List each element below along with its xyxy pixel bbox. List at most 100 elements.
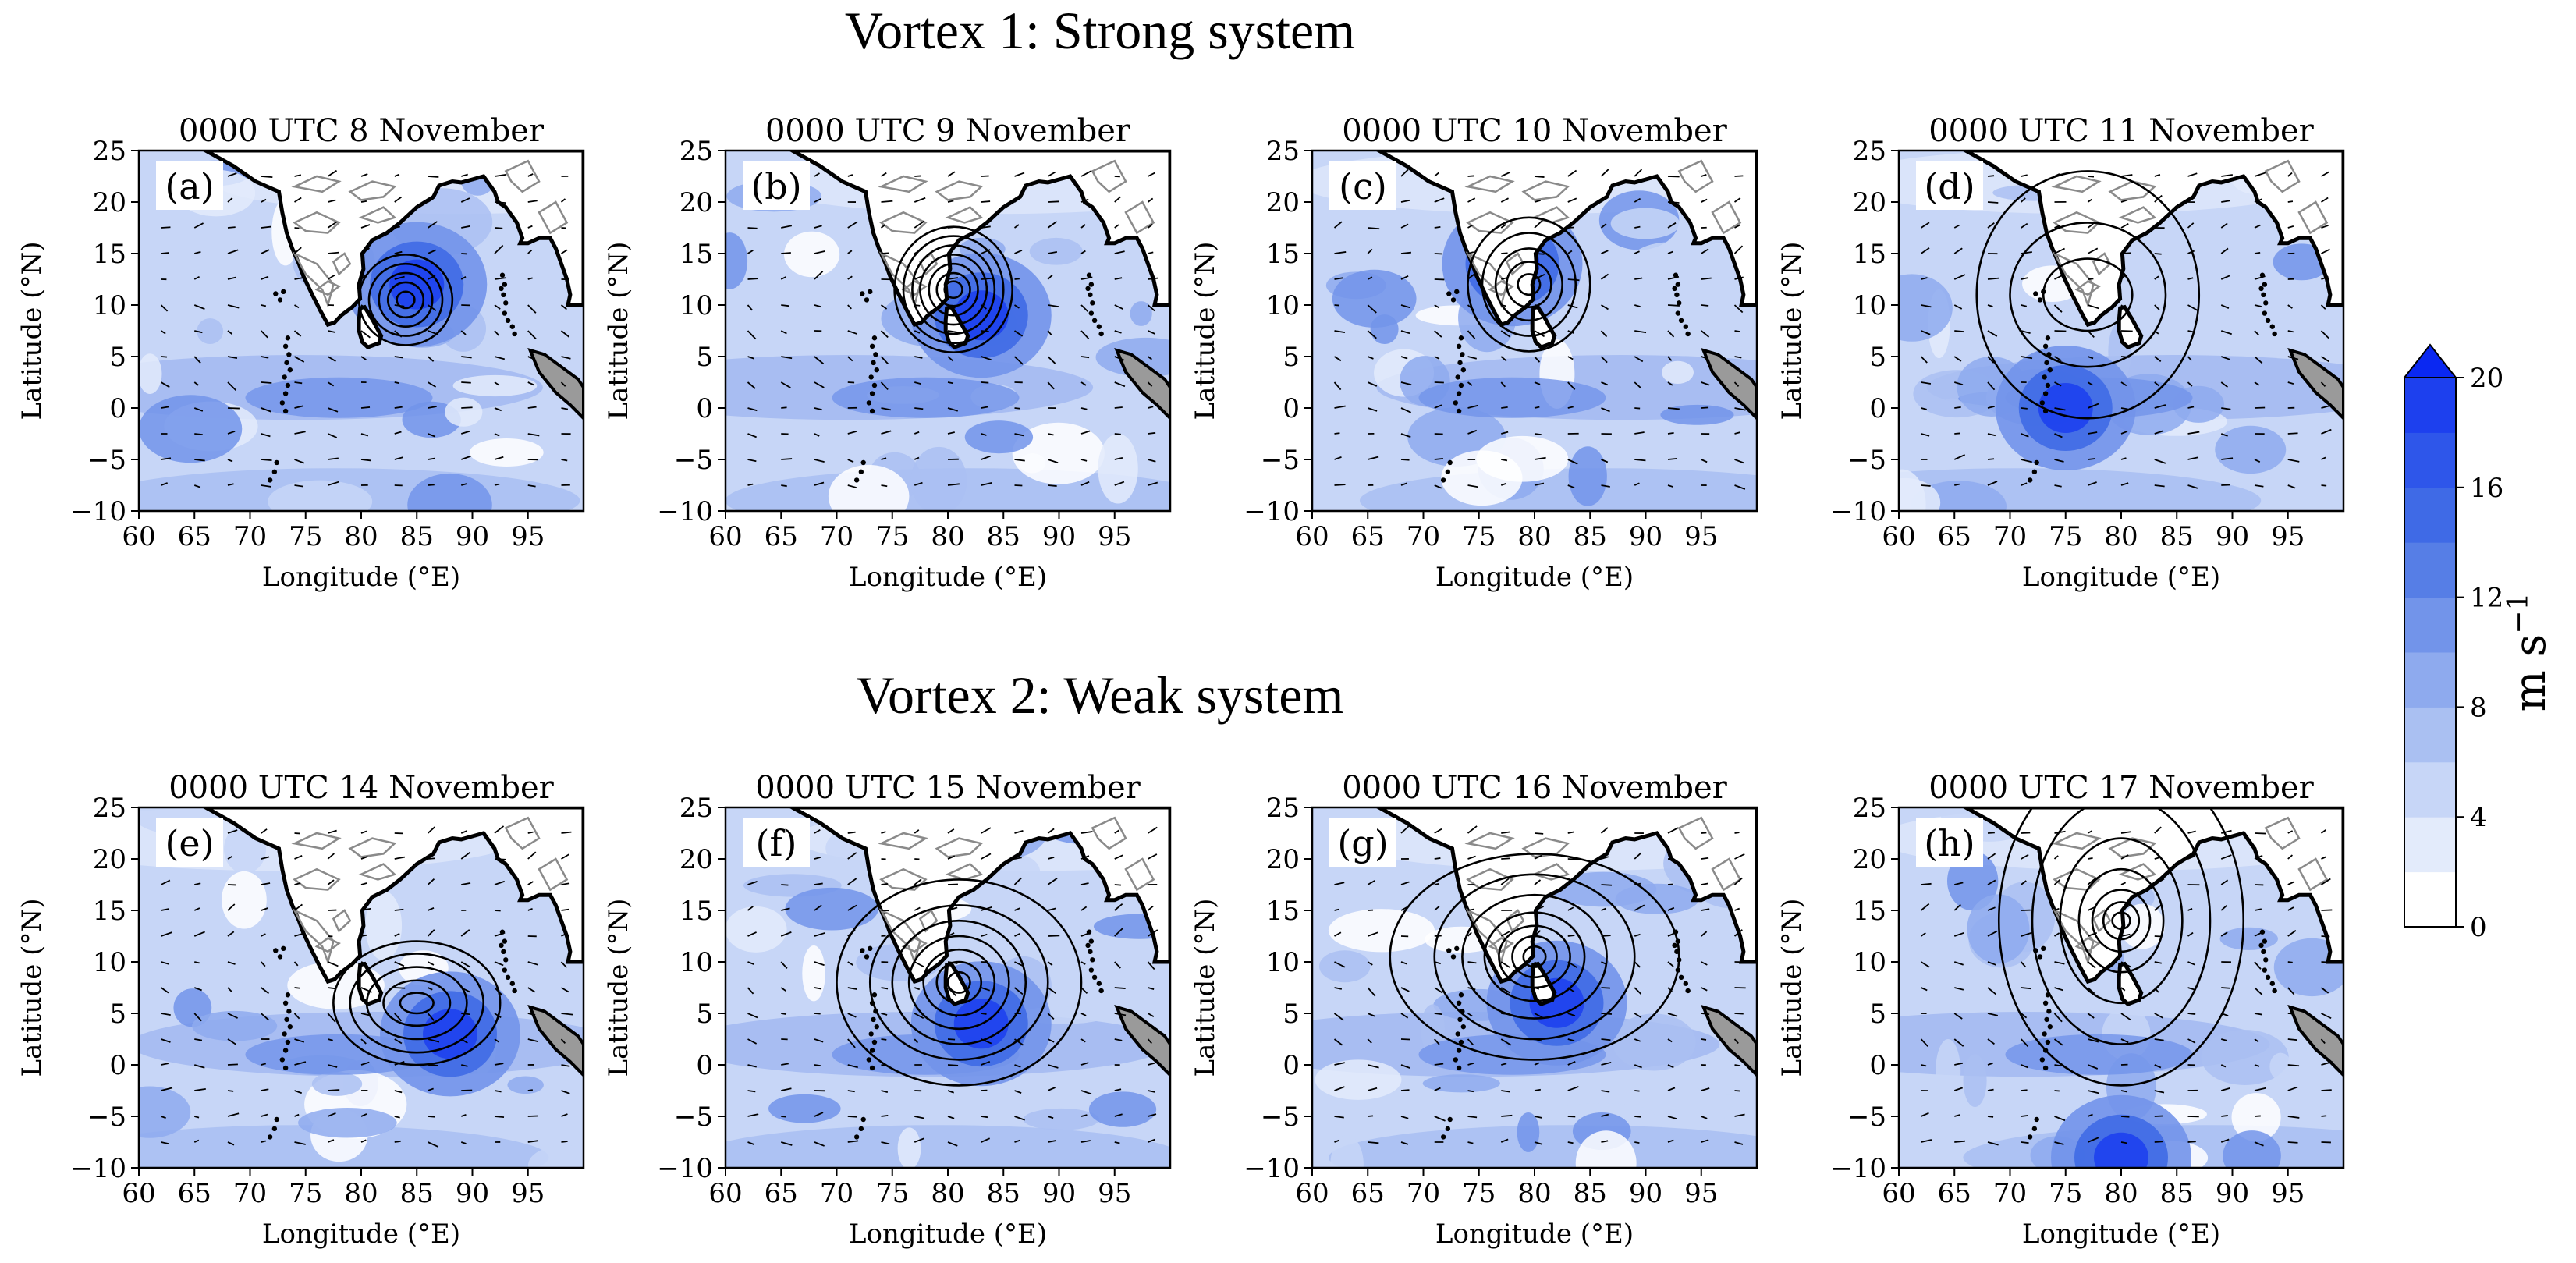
wind-vector xyxy=(1334,330,1346,334)
x-tick-label: 90 xyxy=(1042,1178,1076,1209)
wind-vector xyxy=(814,856,821,860)
wind-vector xyxy=(360,459,371,462)
wind-vector xyxy=(1701,406,1709,409)
wind-vector xyxy=(327,829,337,834)
wind-vector xyxy=(460,330,467,335)
wind-vector xyxy=(1014,933,1020,937)
wind-vector xyxy=(847,852,857,860)
wind-vector xyxy=(261,1113,268,1117)
wind-vector xyxy=(1987,879,1996,885)
wind-vector xyxy=(1953,1087,1963,1091)
wind-vector xyxy=(1534,456,1546,460)
wind-vector xyxy=(1114,1141,1120,1144)
wind-vector xyxy=(1701,857,1709,860)
wind-vector xyxy=(1667,827,1679,834)
wind-vector xyxy=(328,330,335,333)
island xyxy=(2027,477,2033,483)
wind-vector xyxy=(1434,1013,1443,1016)
wind-vector xyxy=(461,173,468,177)
wind-vector xyxy=(1334,931,1342,937)
wind-vector xyxy=(1367,248,1373,254)
y-tick-label: 10 xyxy=(1853,947,1886,978)
wind-vector xyxy=(747,906,754,911)
shading-patch xyxy=(783,231,840,278)
island xyxy=(2027,1134,2033,1140)
plot-area xyxy=(1899,807,2344,1168)
wind-vector xyxy=(1148,826,1158,834)
wind-vector xyxy=(261,275,269,280)
wind-vector xyxy=(1953,961,1964,966)
shading-patch xyxy=(1662,360,1694,384)
wind-vector xyxy=(981,1060,991,1066)
island xyxy=(864,297,870,303)
wind-vector xyxy=(1114,196,1121,203)
shading-patch xyxy=(1422,1074,1500,1093)
sumatra-coastline xyxy=(1701,348,1757,421)
wind-vector xyxy=(1567,1086,1579,1091)
wind-vector xyxy=(527,225,533,229)
island xyxy=(282,408,289,414)
island xyxy=(282,1065,289,1071)
wind-vector xyxy=(1114,1088,1122,1091)
shading-patch xyxy=(245,377,433,418)
wind-vector xyxy=(2187,431,2200,435)
wind-vector xyxy=(1734,907,1740,911)
wind-vector xyxy=(460,197,470,203)
wind-vector xyxy=(2054,225,2060,229)
orography-contour xyxy=(1677,816,1714,850)
island xyxy=(2258,286,2264,292)
wind-vector xyxy=(1600,169,1609,177)
wind-vector xyxy=(1734,853,1745,860)
shading-patch xyxy=(785,887,878,931)
wind-vector xyxy=(2221,484,2230,486)
wind-vector xyxy=(2054,381,2062,387)
island xyxy=(868,945,873,952)
wind-vector xyxy=(2021,330,2031,334)
wind-vector xyxy=(914,481,923,486)
wind-vector xyxy=(328,251,339,254)
wind-vector xyxy=(1954,1062,1964,1066)
x-tick-label: 80 xyxy=(931,1178,964,1209)
wind-vector xyxy=(394,1013,403,1022)
wind-vector xyxy=(1701,459,1708,463)
island xyxy=(1088,282,1095,287)
wind-vector xyxy=(1014,857,1022,860)
y-tick-label: 15 xyxy=(679,896,713,927)
wind-vector xyxy=(1400,251,1411,254)
island xyxy=(2041,945,2046,952)
wind-vector xyxy=(1080,1140,1091,1143)
wind-vector xyxy=(428,857,435,860)
wind-vector xyxy=(1148,987,1155,991)
wind-vector xyxy=(2088,431,2098,435)
wind-vector xyxy=(981,853,992,860)
wind-vector xyxy=(1667,356,1673,361)
wind-vector xyxy=(814,987,822,990)
wind-vector xyxy=(1567,381,1576,390)
wind-vector xyxy=(194,1038,203,1041)
orography-contour xyxy=(291,175,342,193)
vorticity-contour xyxy=(2102,901,2141,941)
wind-vector xyxy=(1013,1038,1024,1046)
island xyxy=(1098,331,1104,337)
wind-vector xyxy=(261,828,268,834)
wind-vector xyxy=(781,225,793,229)
orography-contour xyxy=(538,200,569,235)
x-axis-label: Longitude (°E) xyxy=(849,1219,1047,1250)
island xyxy=(286,352,292,357)
wind-vector xyxy=(494,304,501,310)
wind-vector xyxy=(1567,935,1575,937)
wind-vector xyxy=(2120,1038,2129,1044)
island xyxy=(860,459,866,466)
shading-core xyxy=(2038,383,2093,433)
wind-vector xyxy=(1601,250,1609,254)
island xyxy=(2272,988,2277,994)
wind-vector xyxy=(2154,961,2163,964)
wind-vector xyxy=(1047,961,1053,967)
orography-contour xyxy=(504,159,541,193)
wind-vector xyxy=(2320,829,2326,834)
wind-vector xyxy=(747,1064,757,1068)
wind-vector xyxy=(261,933,266,937)
shading-patch xyxy=(139,1086,191,1138)
wind-vector xyxy=(2287,432,2298,435)
